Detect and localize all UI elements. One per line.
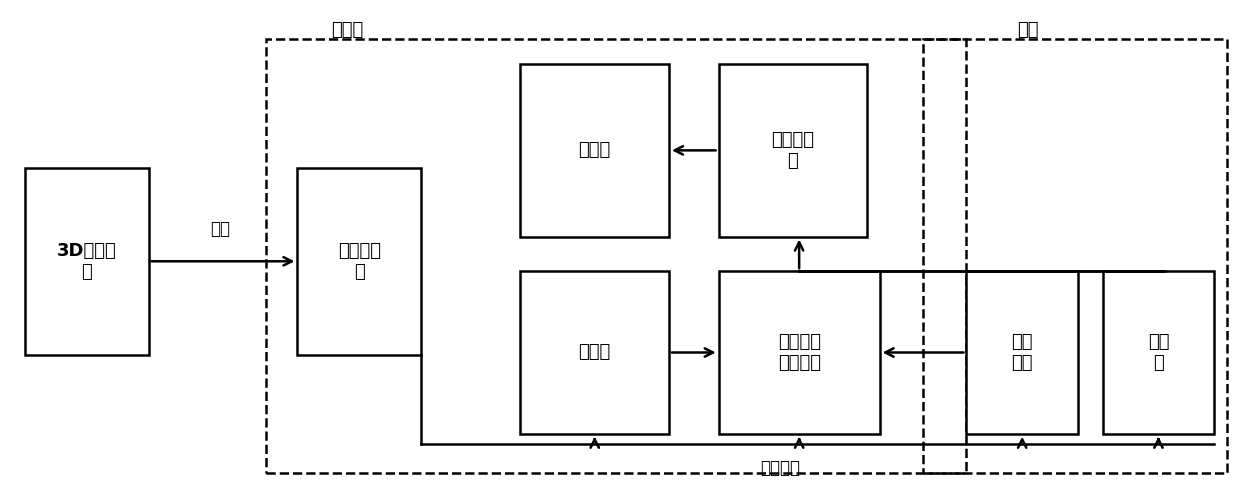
FancyBboxPatch shape — [966, 271, 1078, 434]
Text: 同步: 同步 — [211, 220, 230, 238]
Text: 同步电路
板: 同步电路 板 — [338, 242, 380, 281]
Text: 3D同步设
备: 3D同步设 备 — [57, 242, 116, 281]
Text: 拖缆: 拖缆 — [1017, 21, 1040, 39]
FancyBboxPatch shape — [520, 271, 669, 434]
FancyBboxPatch shape — [25, 168, 149, 355]
FancyBboxPatch shape — [520, 64, 669, 237]
FancyBboxPatch shape — [297, 168, 421, 355]
Text: 电磁
接收: 电磁 接收 — [1011, 333, 1033, 372]
FancyBboxPatch shape — [1103, 271, 1214, 434]
Text: 声接
收: 声接 收 — [1147, 333, 1170, 372]
Text: 数字流转
换电路板: 数字流转 换电路板 — [778, 333, 820, 372]
Text: 计算机: 计算机 — [579, 141, 611, 159]
FancyBboxPatch shape — [719, 271, 880, 434]
Text: 航行体: 航行体 — [331, 21, 363, 39]
Text: 声接收: 声接收 — [579, 344, 611, 361]
Text: 同步信号: 同步信号 — [761, 459, 800, 477]
Text: 信号处理
板: 信号处理 板 — [772, 131, 814, 170]
FancyBboxPatch shape — [719, 64, 867, 237]
